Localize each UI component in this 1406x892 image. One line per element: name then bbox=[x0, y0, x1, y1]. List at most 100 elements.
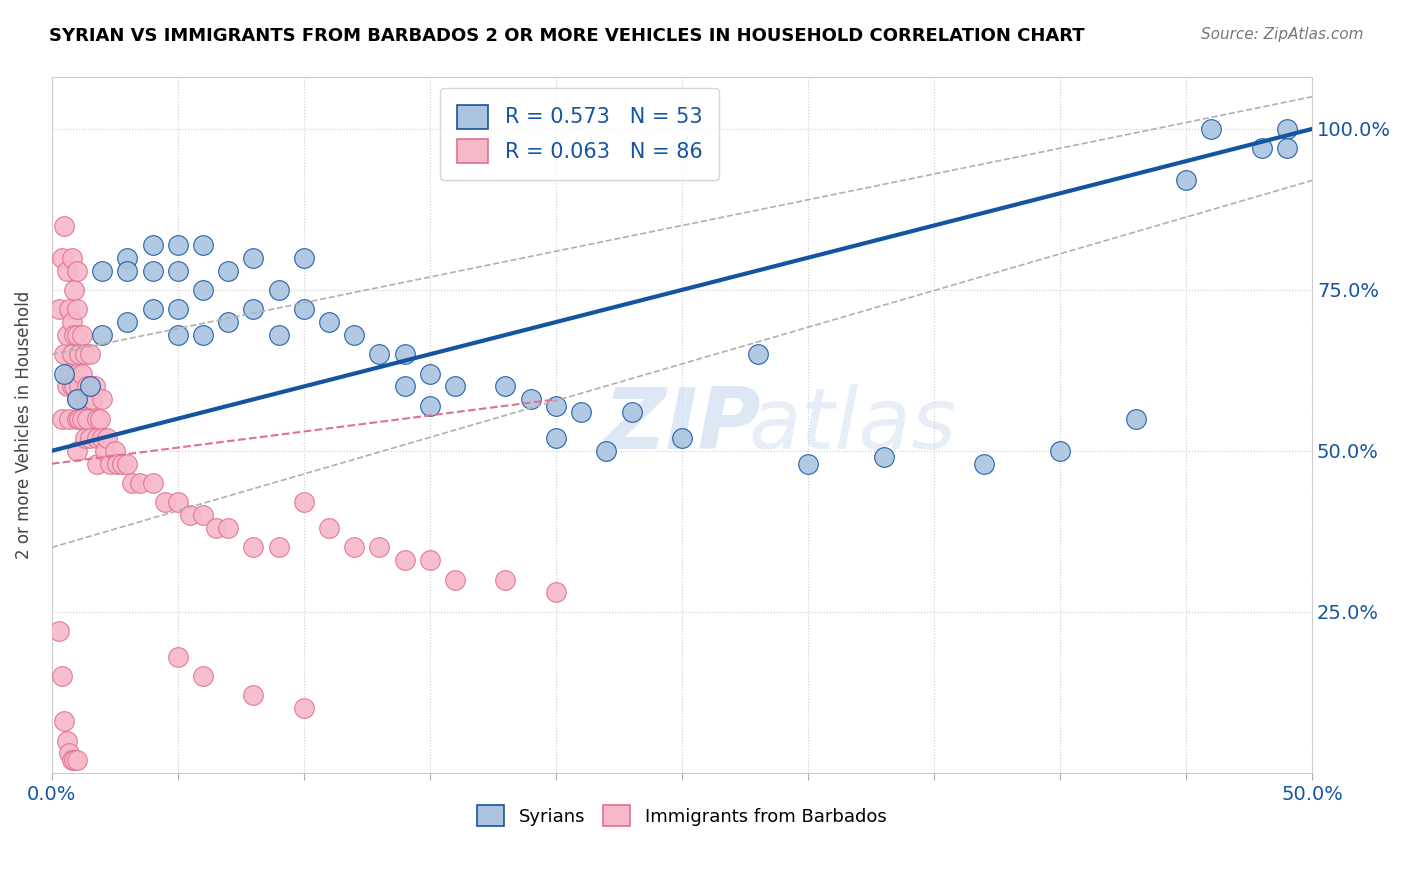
Point bbox=[519, 392, 541, 407]
Point bbox=[1250, 141, 1272, 155]
Point bbox=[368, 541, 391, 555]
Point bbox=[544, 399, 567, 413]
Point bbox=[121, 476, 143, 491]
Y-axis label: 2 or more Vehicles in Household: 2 or more Vehicles in Household bbox=[15, 291, 32, 559]
Point bbox=[66, 367, 89, 381]
Point bbox=[53, 367, 76, 381]
Point bbox=[48, 624, 70, 639]
Point bbox=[267, 283, 290, 297]
Point bbox=[86, 411, 108, 425]
Point bbox=[86, 431, 108, 445]
Point bbox=[544, 431, 567, 445]
Point bbox=[544, 585, 567, 599]
Point bbox=[66, 392, 89, 407]
Point bbox=[69, 379, 91, 393]
Point bbox=[292, 251, 315, 265]
Point bbox=[79, 347, 101, 361]
Point bbox=[318, 315, 340, 329]
Point bbox=[79, 431, 101, 445]
Text: SYRIAN VS IMMIGRANTS FROM BARBADOS 2 OR MORE VEHICLES IN HOUSEHOLD CORRELATION C: SYRIAN VS IMMIGRANTS FROM BARBADOS 2 OR … bbox=[49, 27, 1085, 45]
Point bbox=[368, 347, 391, 361]
Point bbox=[444, 379, 467, 393]
Legend: Syrians, Immigrants from Barbados: Syrians, Immigrants from Barbados bbox=[470, 798, 894, 833]
Point bbox=[66, 328, 89, 343]
Point bbox=[98, 457, 121, 471]
Point bbox=[166, 649, 188, 664]
Point bbox=[89, 411, 111, 425]
Point bbox=[166, 237, 188, 252]
Point bbox=[142, 302, 165, 317]
Point bbox=[1275, 122, 1298, 136]
Point bbox=[204, 521, 226, 535]
Point bbox=[217, 263, 239, 277]
Point bbox=[48, 302, 70, 317]
Point bbox=[69, 347, 91, 361]
Point bbox=[1201, 122, 1223, 136]
Point bbox=[53, 714, 76, 729]
Point bbox=[63, 328, 86, 343]
Text: Source: ZipAtlas.com: Source: ZipAtlas.com bbox=[1201, 27, 1364, 42]
Point bbox=[70, 411, 93, 425]
Point bbox=[747, 347, 769, 361]
Point bbox=[60, 753, 83, 767]
Point bbox=[191, 237, 214, 252]
Point bbox=[419, 399, 441, 413]
Point bbox=[569, 405, 592, 419]
Point bbox=[79, 379, 101, 393]
Point bbox=[93, 443, 115, 458]
Point bbox=[104, 443, 127, 458]
Point bbox=[51, 669, 73, 683]
Point bbox=[76, 379, 98, 393]
Point bbox=[191, 669, 214, 683]
Point bbox=[394, 347, 416, 361]
Point bbox=[191, 328, 214, 343]
Point bbox=[166, 328, 188, 343]
Point bbox=[63, 379, 86, 393]
Point bbox=[58, 747, 80, 761]
Point bbox=[111, 457, 134, 471]
Point bbox=[394, 379, 416, 393]
Point bbox=[91, 431, 114, 445]
Point bbox=[318, 521, 340, 535]
Point bbox=[51, 251, 73, 265]
Point bbox=[56, 379, 79, 393]
Point bbox=[267, 328, 290, 343]
Point bbox=[129, 476, 152, 491]
Point bbox=[671, 431, 693, 445]
Point bbox=[66, 392, 89, 407]
Point bbox=[217, 315, 239, 329]
Point bbox=[595, 443, 617, 458]
Point bbox=[86, 457, 108, 471]
Point bbox=[343, 541, 366, 555]
Point bbox=[1275, 141, 1298, 155]
Point bbox=[96, 431, 118, 445]
Point bbox=[292, 701, 315, 715]
Point bbox=[63, 283, 86, 297]
Point bbox=[51, 411, 73, 425]
Point bbox=[56, 328, 79, 343]
Point bbox=[79, 392, 101, 407]
Point bbox=[142, 263, 165, 277]
Text: atlas: atlas bbox=[748, 384, 956, 467]
Point bbox=[217, 521, 239, 535]
Point bbox=[73, 392, 96, 407]
Point bbox=[1175, 173, 1198, 187]
Point bbox=[267, 541, 290, 555]
Point bbox=[66, 302, 89, 317]
Point bbox=[179, 508, 201, 523]
Point bbox=[105, 457, 128, 471]
Point bbox=[620, 405, 643, 419]
Point bbox=[797, 457, 820, 471]
Point bbox=[973, 457, 995, 471]
Point bbox=[83, 379, 105, 393]
Point bbox=[66, 443, 89, 458]
Point bbox=[166, 302, 188, 317]
Point bbox=[191, 283, 214, 297]
Point bbox=[117, 263, 139, 277]
Point bbox=[58, 411, 80, 425]
Point bbox=[117, 457, 139, 471]
Point bbox=[166, 495, 188, 509]
Point bbox=[142, 237, 165, 252]
Point bbox=[56, 263, 79, 277]
Point bbox=[91, 328, 114, 343]
